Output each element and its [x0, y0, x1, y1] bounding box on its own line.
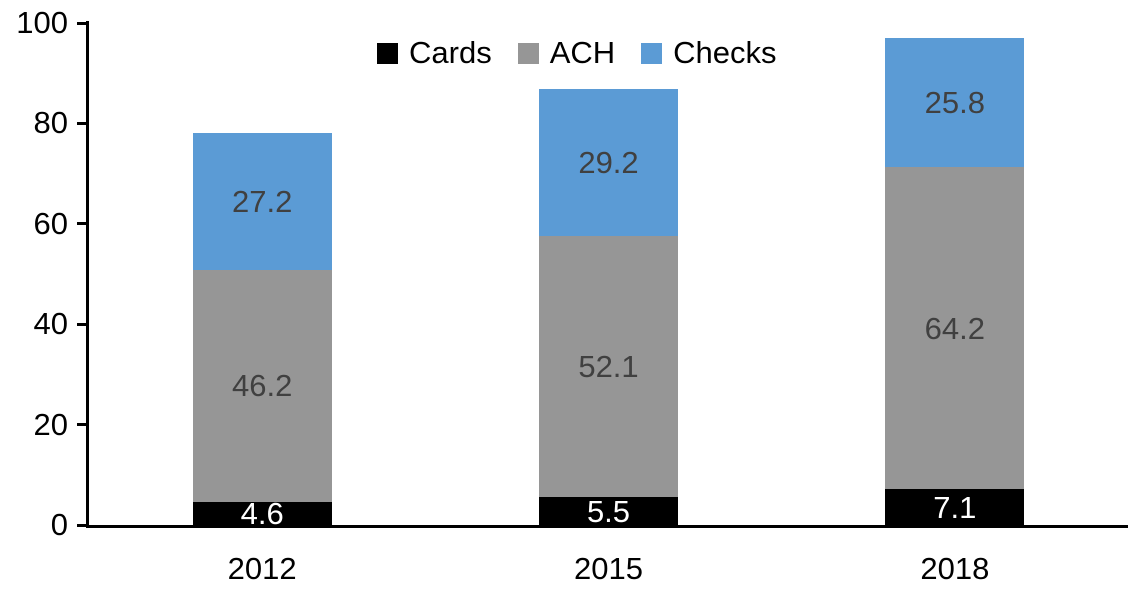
segment-value-label: 4.6: [240, 495, 284, 531]
stacked-bar-2015: 5.5 52.1 29.2: [539, 89, 678, 529]
y-tick-mark: [77, 523, 86, 527]
legend-label: ACH: [549, 35, 616, 70]
bar-segment-ach: 64.2: [885, 167, 1025, 490]
y-tick-label: 60: [33, 205, 68, 241]
bar-segment-cards: 5.5: [539, 493, 678, 529]
y-tick-mark: [77, 222, 86, 226]
segment-value-label: 29.2: [578, 145, 639, 181]
bar-segment-cards: 4.6: [192, 498, 332, 529]
legend-item-checks: Checks: [641, 35, 777, 70]
y-tick-label: 20: [33, 406, 68, 442]
bar-segment-checks: 29.2: [539, 89, 678, 236]
chart-legend: Cards ACH Checks: [377, 36, 777, 70]
legend-swatch-ach: [517, 42, 539, 64]
segment-value-label: 52.1: [578, 349, 639, 385]
y-tick-mark: [77, 121, 86, 125]
bar-segment-cards: 7.1: [885, 489, 1025, 525]
y-tick-label: 80: [33, 105, 68, 141]
x-axis-line: [86, 525, 1128, 528]
y-axis-line: [86, 21, 89, 528]
legend-item-cards: Cards: [377, 36, 492, 70]
legend-swatch-cards: [377, 42, 398, 64]
legend-item-ach: ACH: [517, 35, 616, 70]
segment-value-label: 64.2: [924, 310, 985, 346]
x-axis-category-label: 2012: [227, 551, 297, 586]
y-tick-mark: [77, 423, 86, 427]
segment-value-label: 25.8: [924, 84, 985, 120]
segment-value-label: 27.2: [231, 184, 293, 220]
plot-area: 4.6 46.2 27.2 5.5 52.1 29.2 7.1 64.2 25.8: [89, 23, 1128, 529]
stacked-bar-2018: 7.1 64.2 25.8: [885, 37, 1025, 525]
bar-segment-checks: 25.8: [885, 37, 1025, 168]
bar-segment-ach: 52.1: [539, 235, 678, 498]
stacked-bar-2012: 4.6 46.2 27.2: [192, 133, 332, 529]
x-axis-category-label: 2018: [920, 551, 990, 586]
y-tick-label: 40: [33, 306, 68, 342]
legend-label: Cards: [409, 35, 492, 70]
segment-value-label: 46.2: [231, 368, 293, 404]
legend-swatch-checks: [641, 42, 663, 64]
segment-value-label: 5.5: [586, 493, 631, 529]
y-tick-label: 0: [50, 507, 68, 542]
segment-value-label: 7.1: [933, 489, 977, 525]
bar-segment-checks: 27.2: [192, 133, 332, 270]
y-tick-label: 100: [16, 5, 68, 40]
y-tick-mark: [77, 322, 86, 326]
y-tick-mark: [77, 21, 86, 25]
x-axis-category-label: 2015: [574, 551, 643, 586]
bar-segment-ach: 46.2: [192, 270, 332, 502]
legend-label: Checks: [673, 35, 777, 70]
